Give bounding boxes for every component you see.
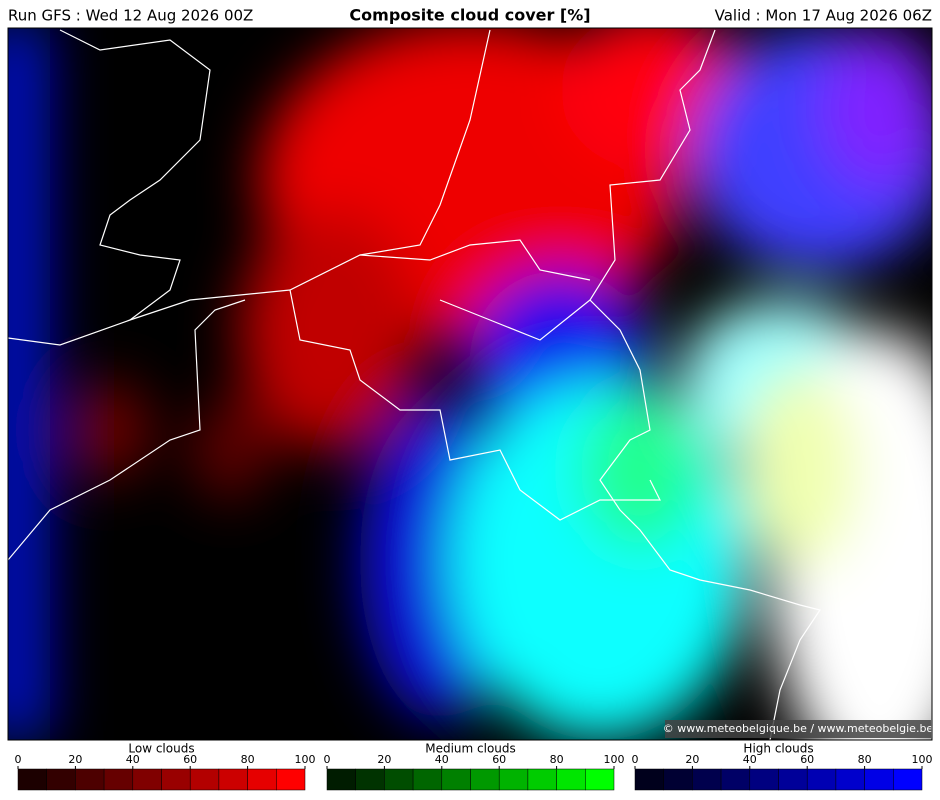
legend-tick-label: 20 xyxy=(377,753,391,766)
legend-swatch xyxy=(384,768,414,791)
map-frame xyxy=(7,27,933,741)
legend-swatch xyxy=(75,768,105,791)
legend-swatch xyxy=(441,768,471,791)
legend-tick-label: 0 xyxy=(15,753,22,766)
legend-tick-label: 60 xyxy=(183,753,197,766)
legend-swatch xyxy=(17,768,47,791)
legends: Low clouds 0 20 40 60 80 100 Medium clouds 0 20 40… xyxy=(15,742,933,791)
legend-swatch xyxy=(585,768,615,791)
legend-swatch xyxy=(835,768,865,791)
legend-title: Low clouds xyxy=(128,742,194,756)
legend-swatch xyxy=(355,768,385,791)
legend-swatch xyxy=(470,768,500,791)
legend-tick-label: 20 xyxy=(685,753,699,766)
legend-swatch xyxy=(189,768,220,791)
legend-swatch xyxy=(161,768,191,791)
run-label: Run GFS : Wed 12 Aug 2026 00Z xyxy=(8,7,253,25)
legend-swatch xyxy=(326,768,356,791)
legend-tick-label: 80 xyxy=(241,753,255,766)
legend-swatch xyxy=(103,768,134,791)
legend-tick-label: 60 xyxy=(800,753,814,766)
legend-swatch xyxy=(276,768,306,791)
legend-tick-label: 40 xyxy=(126,753,140,766)
legend-tick-label: 100 xyxy=(604,753,625,766)
legend-swatch xyxy=(720,768,751,791)
cloud-map: © www.meteobelgique.be / www.meteobelgie… xyxy=(8,28,934,740)
legend-tick-label: 40 xyxy=(743,753,757,766)
legend-swatch xyxy=(527,768,557,791)
legend-swatch xyxy=(778,768,808,791)
legend-tick-label: 20 xyxy=(68,753,82,766)
legend-tick-label: 0 xyxy=(324,753,331,766)
legend-swatch xyxy=(556,768,586,791)
legend-tick-label: 80 xyxy=(550,753,564,766)
legend-swatch xyxy=(806,768,837,791)
legend-tick-label: 80 xyxy=(858,753,872,766)
legend-tick-label: 0 xyxy=(632,753,639,766)
legend-swatch xyxy=(46,768,76,791)
legend-tick-label: 60 xyxy=(492,753,506,766)
legend-swatch xyxy=(893,768,923,791)
legend-swatch xyxy=(663,768,693,791)
valid-label: Valid : Mon 17 Aug 2026 06Z xyxy=(715,7,932,25)
legend-swatch xyxy=(749,768,779,791)
title: Composite cloud cover [%] xyxy=(349,6,590,25)
legend-tick-label: 40 xyxy=(435,753,449,766)
legend-swatch xyxy=(634,768,664,791)
legend-tick-label: 100 xyxy=(295,753,316,766)
legend-swatch xyxy=(864,768,894,791)
legend-tick-label: 100 xyxy=(912,753,933,766)
legend-title: Medium clouds xyxy=(425,742,516,756)
legend-swatch xyxy=(692,768,722,791)
legend-title: High clouds xyxy=(743,742,813,756)
legend-swatch xyxy=(218,768,248,791)
legend-swatch xyxy=(247,768,277,791)
legend-swatch xyxy=(412,768,443,791)
credit: © www.meteobelgique.be / www.meteobelgie… xyxy=(663,722,934,735)
legend-swatch xyxy=(498,768,529,791)
legend-swatch xyxy=(132,768,162,791)
